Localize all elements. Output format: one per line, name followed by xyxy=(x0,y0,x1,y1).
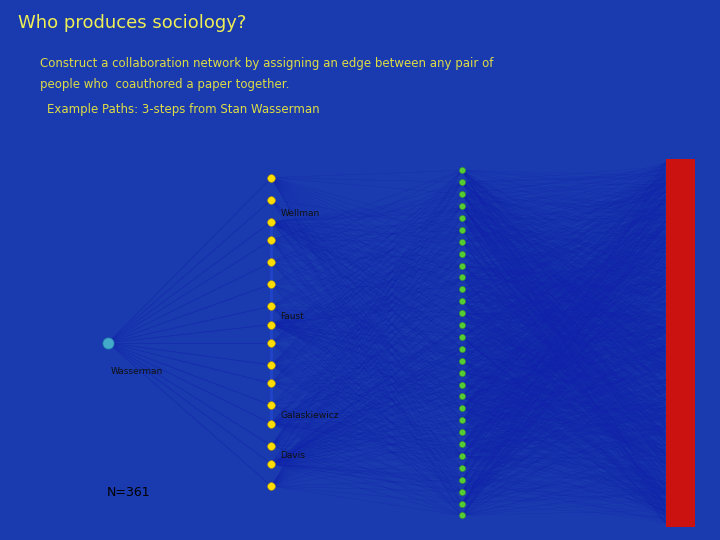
Text: Faust: Faust xyxy=(281,312,305,321)
Text: Davis: Davis xyxy=(281,451,305,461)
Text: Who produces sociology?: Who produces sociology? xyxy=(18,14,246,31)
Text: Example Paths: 3-steps from Stan Wasserman: Example Paths: 3-steps from Stan Wasserm… xyxy=(47,103,320,116)
Text: Galaskiewicz: Galaskiewicz xyxy=(281,411,339,420)
Bar xyxy=(667,159,695,526)
Text: N=361: N=361 xyxy=(107,487,150,500)
Text: Wellman: Wellman xyxy=(281,209,320,218)
Text: Wasserman: Wasserman xyxy=(111,367,163,376)
Text: people who  coauthored a paper together.: people who coauthored a paper together. xyxy=(40,78,289,91)
Text: Construct a collaboration network by assigning an edge between any pair of: Construct a collaboration network by ass… xyxy=(40,57,493,70)
